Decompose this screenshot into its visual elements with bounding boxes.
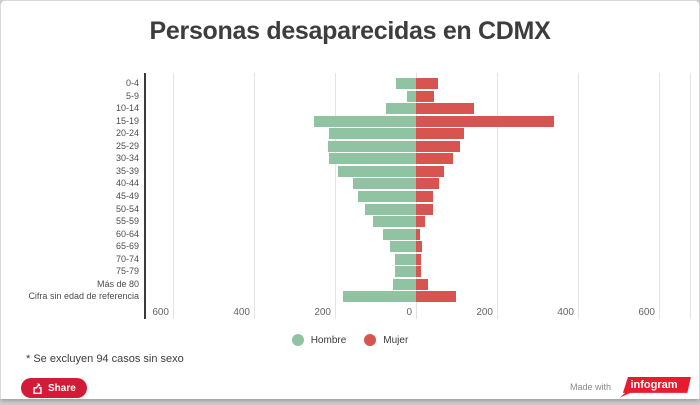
bar-hombre[interactable]: [395, 78, 416, 89]
bar-mujer[interactable]: [416, 266, 421, 278]
bar-mujer[interactable]: [416, 140, 461, 152]
row-label: 15-19: [115, 115, 139, 126]
legend-label: Mujer: [383, 334, 409, 346]
bar-mujer[interactable]: [416, 216, 426, 228]
x-tick-label: 400: [233, 307, 250, 318]
made-with-label: Made with: [569, 382, 611, 392]
row-label: 10-14: [115, 103, 139, 114]
bar-mujer[interactable]: [416, 241, 423, 253]
bar-mujer[interactable]: [416, 291, 457, 303]
bar-hombre[interactable]: [313, 115, 416, 127]
bar-hombre[interactable]: [327, 140, 416, 152]
row-label: Más de 80: [96, 278, 139, 289]
legend-label: Hombre: [310, 334, 347, 346]
bar-hombre[interactable]: [343, 291, 416, 303]
row-label: 20-24: [115, 128, 139, 139]
bar-hombre[interactable]: [395, 266, 416, 278]
row-label: 75-79: [115, 266, 139, 277]
row-label: 55-59: [115, 216, 139, 227]
share-icon: [32, 382, 43, 394]
pyramid-chart: 0-4 5-9 10-14 15-19 20-24 25-29 30-34 35-39 40-4…: [1, 1, 699, 331]
row-label: 50-54: [115, 203, 139, 214]
bar-mujer[interactable]: [416, 165, 445, 177]
bar-hombre[interactable]: [392, 278, 416, 290]
row-label: 60-64: [115, 228, 139, 239]
gridline: [497, 73, 498, 319]
y-axis-line: [144, 73, 146, 319]
gridline: [578, 73, 579, 319]
bar-mujer[interactable]: [416, 228, 421, 240]
bar-hombre[interactable]: [394, 253, 416, 265]
gridline: [173, 73, 174, 319]
x-tick-label: 400: [557, 307, 574, 318]
bar-mujer[interactable]: [416, 78, 438, 89]
share-button-label: Share: [48, 382, 76, 394]
infogram-logo[interactable]: infogram: [619, 376, 691, 398]
row-label: 45-49: [115, 190, 139, 201]
bar-hombre[interactable]: [389, 241, 416, 253]
footnote-text: * Se excluyen 94 casos sin sexo: [26, 353, 184, 365]
row-label: 25-29: [115, 140, 139, 151]
bar-hombre[interactable]: [358, 190, 416, 202]
bar-hombre[interactable]: [385, 103, 416, 115]
x-tick-label: 200: [476, 307, 493, 318]
gridline: [335, 73, 336, 319]
legend-dot: [291, 334, 304, 346]
bar-hombre[interactable]: [353, 178, 416, 190]
row-label: Cifra sin edad de referencia: [28, 291, 139, 302]
gridline: [659, 73, 660, 319]
chart-legend: Hombre Mujer: [1, 334, 699, 346]
bar-hombre[interactable]: [364, 203, 416, 215]
bar-mujer[interactable]: [416, 153, 453, 165]
bar-mujer[interactable]: [416, 128, 464, 140]
row-label: 70-74: [115, 253, 139, 264]
row-label: 0-4: [125, 78, 139, 88]
legend-dot: [364, 334, 377, 346]
row-label: 65-69: [115, 241, 139, 252]
credit: Made with infogram: [570, 376, 691, 398]
x-tick-label: 600: [152, 307, 169, 318]
bar-hombre[interactable]: [383, 228, 416, 240]
share-button[interactable]: Share: [21, 378, 87, 398]
infogram-brand-label: infogram: [630, 379, 678, 391]
legend-item-hombre: Hombre: [291, 334, 347, 346]
bar-hombre[interactable]: [337, 165, 416, 177]
row-label: 35-39: [115, 165, 139, 176]
gridline: [690, 73, 691, 319]
bar-mujer[interactable]: [416, 203, 433, 215]
bar-mujer[interactable]: [416, 103, 474, 115]
gridline: [254, 73, 255, 319]
x-tick-label: 600: [638, 307, 655, 318]
x-tick-label: 0: [406, 307, 412, 318]
x-tick-label: 200: [314, 307, 331, 318]
bar-hombre[interactable]: [407, 90, 416, 102]
bar-mujer[interactable]: [416, 253, 421, 265]
bar-hombre[interactable]: [373, 216, 416, 228]
chart-title: Personas desaparecidas en CDMX: [149, 17, 551, 45]
legend-item-mujer: Mujer: [364, 334, 408, 346]
row-label: 5-9: [125, 90, 139, 101]
bar-mujer[interactable]: [416, 115, 555, 127]
bar-hombre[interactable]: [328, 128, 416, 140]
row-label: 40-44: [115, 178, 139, 189]
bar-mujer[interactable]: [416, 178, 440, 190]
row-label: 30-34: [115, 153, 139, 164]
bar-mujer[interactable]: [416, 278, 429, 290]
bar-mujer[interactable]: [416, 190, 434, 202]
bar-hombre[interactable]: [329, 153, 416, 165]
bar-mujer[interactable]: [416, 90, 435, 102]
